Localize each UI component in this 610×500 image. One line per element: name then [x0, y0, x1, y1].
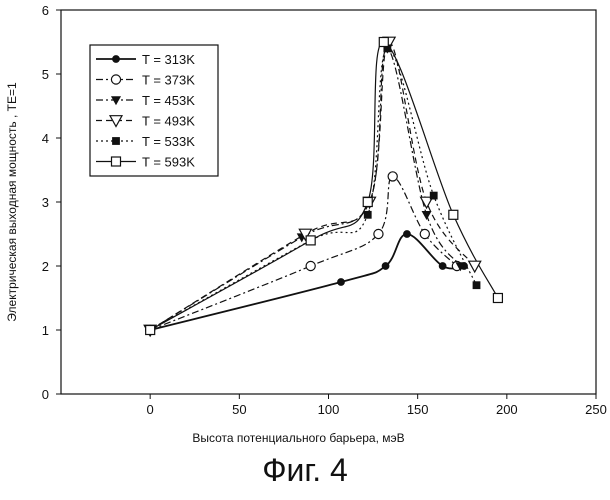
y-tick-label: 6 [42, 3, 49, 18]
x-tick-label: 200 [496, 402, 518, 417]
data-point [306, 261, 315, 270]
legend-label: T = 593K [142, 155, 195, 170]
y-tick-label: 4 [42, 131, 49, 146]
x-axis-title: Высота потенциального барьера, мэВ [192, 431, 404, 445]
data-point [382, 263, 389, 270]
data-point [449, 210, 458, 219]
legend-label: T = 373K [142, 73, 195, 88]
y-tick-label: 2 [42, 259, 49, 274]
y-tick-label: 1 [42, 323, 49, 338]
data-point [306, 236, 315, 245]
x-tick-label: 50 [232, 402, 246, 417]
data-point [469, 261, 481, 272]
series-line [150, 234, 464, 330]
legend-marker [112, 157, 121, 166]
y-tick-label: 0 [42, 387, 49, 402]
data-point [364, 212, 371, 219]
x-tick-label: 0 [147, 402, 154, 417]
figure-caption: Фиг. 4 [0, 452, 610, 489]
data-point [363, 198, 372, 207]
data-point [430, 192, 437, 199]
data-point [420, 229, 429, 238]
data-point [473, 282, 480, 289]
data-point [423, 212, 431, 219]
x-tick-label: 150 [407, 402, 429, 417]
series-line [150, 176, 457, 330]
data-point [338, 279, 345, 286]
data-point [404, 231, 411, 238]
legend-marker [113, 138, 120, 145]
legend-marker [111, 75, 120, 84]
data-point [374, 229, 383, 238]
data-point [439, 263, 446, 270]
data-point [388, 172, 397, 181]
legend-label: T = 533K [142, 134, 195, 149]
legend-label: T = 453K [142, 93, 195, 108]
legend-label: T = 493K [142, 114, 195, 129]
x-tick-label: 250 [585, 402, 607, 417]
data-point [379, 38, 388, 47]
y-tick-label: 3 [42, 195, 49, 210]
data-point [146, 326, 155, 335]
y-axis-title: Электрическая выходная мощность , TE=1 [5, 82, 19, 322]
data-point [493, 294, 502, 303]
y-tick-label: 5 [42, 67, 49, 82]
x-tick-label: 100 [318, 402, 340, 417]
legend-label: T = 313K [142, 52, 195, 67]
legend-marker [113, 56, 120, 63]
legend: T = 313K T = 373K T = 453K T = 493K T = 533K… [90, 45, 218, 176]
chart: 0 50 100 150 200 250 0 1 2 3 4 5 6 Высота потенциаль… [0, 0, 610, 450]
